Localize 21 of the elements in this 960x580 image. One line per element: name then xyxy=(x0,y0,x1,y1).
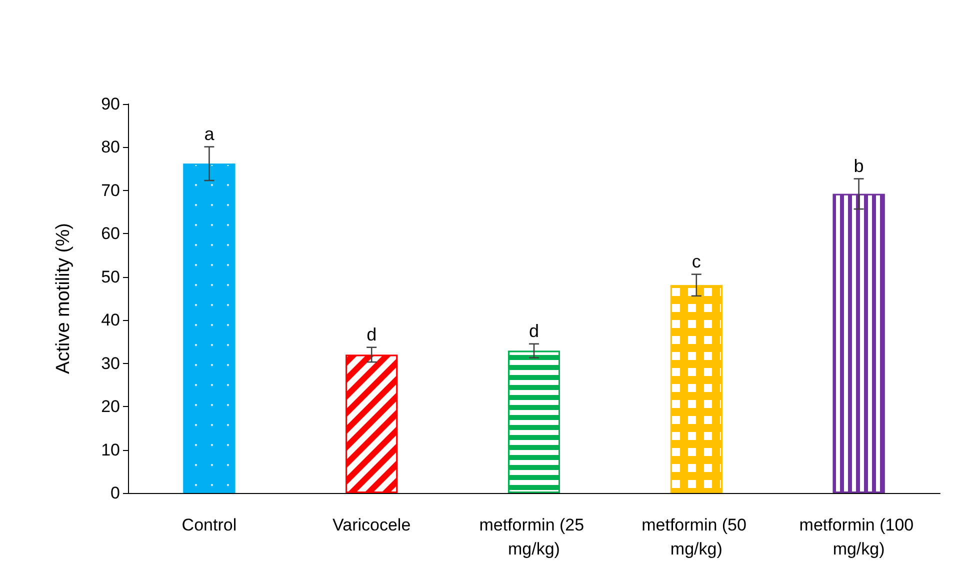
x-tick-label: Control xyxy=(182,516,237,534)
annotation: b xyxy=(854,156,864,176)
y-tick-label: 30 xyxy=(101,354,120,373)
y-axis-title: Active motility (%) xyxy=(53,223,74,374)
y-tick-label: 90 xyxy=(101,94,120,114)
y-tick-label: 20 xyxy=(101,397,120,416)
x-tick-label: Varicocele xyxy=(332,516,411,534)
x-tick-label: metformin (25 mg/kg) xyxy=(479,516,589,558)
y-tick-label: 50 xyxy=(101,267,120,286)
y-tick-label: 0 xyxy=(110,484,120,502)
y-tick-label: 60 xyxy=(101,224,120,244)
x-tick-label: metformin (100 mg/kg) xyxy=(799,516,918,558)
y-tick-label: 40 xyxy=(101,310,120,330)
annotation: d xyxy=(366,324,377,344)
y-tick-label: 80 xyxy=(101,138,120,157)
x-tick-label: metformin (50 mg/kg) xyxy=(642,516,752,558)
annotation: d xyxy=(528,320,540,341)
annotation: a xyxy=(204,124,216,144)
annotation: c xyxy=(692,251,701,272)
y-tick-label: 70 xyxy=(101,180,120,200)
y-tick-label: 10 xyxy=(101,440,120,460)
